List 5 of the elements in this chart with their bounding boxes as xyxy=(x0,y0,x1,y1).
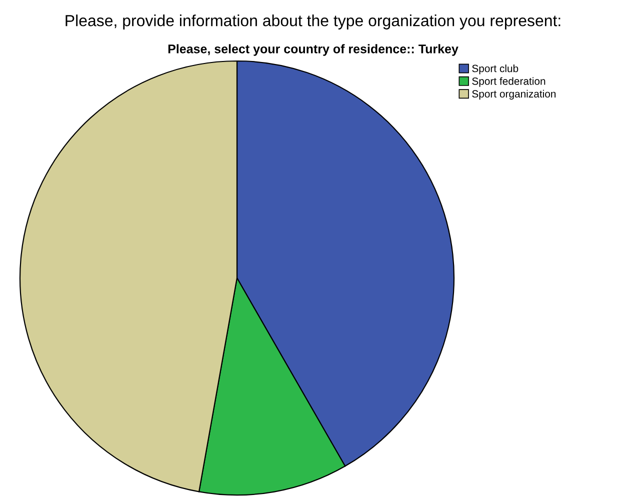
legend-label: Sport federation xyxy=(472,77,546,87)
legend-label: Sport organization xyxy=(472,90,556,100)
chart-subtitle: Please, select your country of residence:: Turkey xyxy=(168,44,458,56)
chart-title: Please, provide information about the type organization you represent: xyxy=(66,14,560,30)
legend-label: Sport club xyxy=(472,64,518,74)
